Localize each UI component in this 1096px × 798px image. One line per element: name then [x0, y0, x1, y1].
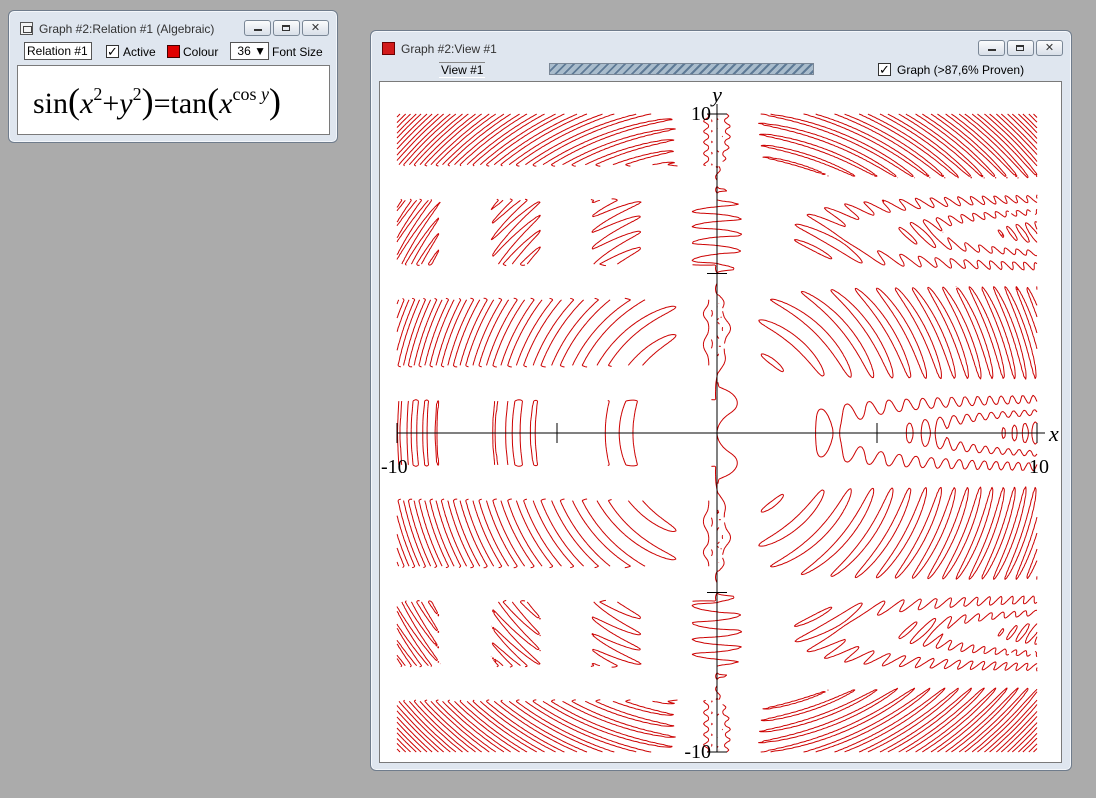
minimize-icon[interactable]: [978, 40, 1005, 56]
active-checkbox[interactable]: ✓: [106, 44, 119, 59]
close-icon[interactable]: [302, 20, 329, 36]
graph-checkbox[interactable]: ✓: [878, 62, 891, 77]
relation-window-title: Graph #2:Relation #1 (Algebraic): [39, 22, 215, 36]
x-axis-label: x: [1048, 421, 1059, 446]
formula-exp1: 2: [93, 84, 103, 104]
y-min-tick-label: -10: [684, 741, 711, 762]
formula-tan: tan: [170, 87, 208, 120]
close-icon[interactable]: [1036, 40, 1063, 56]
formula-panel[interactable]: sin(x2+y2)=tan(xcos y): [17, 65, 330, 135]
y-max-tick-label: 10: [691, 103, 711, 125]
graph-canvas[interactable]: 10 -10 -10 10 x y: [379, 81, 1062, 763]
formula-plus: +: [102, 87, 120, 120]
font-size-select[interactable]: 36 ▼: [230, 42, 269, 60]
formula-y: y: [119, 87, 133, 120]
formula-x2: x: [219, 87, 233, 120]
formula-eq: =: [153, 87, 171, 120]
font-size-label: Font Size: [272, 45, 323, 59]
relation-window: Graph #2:Relation #1 (Algebraic) Relatio…: [8, 10, 338, 143]
x-min-tick-label: -10: [381, 456, 408, 478]
formula-exp2: 2: [132, 84, 142, 104]
minimize-icon[interactable]: [244, 20, 271, 36]
y-axis-label: y: [710, 82, 722, 107]
relation-name-field[interactable]: Relation #1: [24, 42, 92, 60]
formula-sin: sin: [33, 87, 69, 120]
x-max-tick-label: 10: [1029, 456, 1049, 478]
view-window: Graph #2:View #1 View #1 ✓ Graph (>87,6%…: [370, 30, 1072, 771]
relation-curve: [396, 113, 1038, 753]
app-icon[interactable]: [20, 22, 33, 35]
tab-view-1[interactable]: View #1: [439, 62, 486, 78]
dropdown-arrow-icon[interactable]: ▼: [250, 44, 266, 58]
font-size-value: 36: [237, 44, 251, 58]
maximize-icon[interactable]: [273, 20, 300, 36]
relation-titlebar[interactable]: Graph #2:Relation #1 (Algebraic): [9, 11, 337, 39]
formula-x: x: [80, 87, 94, 120]
formula-y2: y: [261, 84, 269, 104]
formula: sin(x2+y2)=tan(xcos y): [33, 81, 281, 121]
axes: [396, 104, 1045, 753]
maximize-icon[interactable]: [1007, 40, 1034, 56]
colour-label[interactable]: Colour: [183, 45, 219, 59]
active-label: Active: [123, 45, 156, 59]
graph-plot[interactable]: 10 -10 -10 10 x y: [380, 82, 1061, 762]
graph-app-icon[interactable]: [382, 42, 395, 55]
view-titlebar[interactable]: Graph #2:View #1: [371, 31, 1071, 59]
proof-progress-bar: [549, 63, 814, 75]
formula-cos: cos: [232, 84, 257, 104]
view-window-controls: [976, 40, 1063, 56]
relation-window-controls: [242, 20, 329, 36]
colour-swatch[interactable]: [167, 45, 180, 58]
view-window-title: Graph #2:View #1: [401, 42, 497, 56]
graph-proven-label: Graph (>87,6% Proven): [897, 63, 1025, 77]
